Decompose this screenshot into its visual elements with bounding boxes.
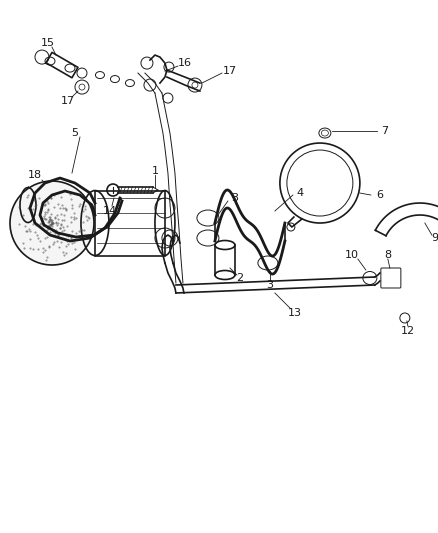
- Text: 7: 7: [381, 126, 389, 136]
- Text: 1: 1: [152, 166, 159, 176]
- Text: 12: 12: [401, 326, 415, 336]
- Text: 18: 18: [28, 170, 42, 180]
- Text: 2: 2: [237, 273, 244, 283]
- Text: 3: 3: [266, 280, 273, 290]
- Bar: [95, 190, 165, 255]
- Text: 4: 4: [297, 188, 304, 198]
- Text: 6: 6: [376, 190, 383, 200]
- Text: 17: 17: [61, 96, 75, 106]
- Text: 5: 5: [71, 128, 78, 138]
- Text: 16: 16: [178, 58, 192, 68]
- Text: 17: 17: [223, 66, 237, 76]
- Text: 8: 8: [384, 250, 392, 260]
- Text: 10: 10: [345, 250, 359, 260]
- Text: 9: 9: [431, 233, 438, 243]
- Text: 14: 14: [103, 206, 117, 216]
- Text: 13: 13: [288, 308, 302, 318]
- Text: 15: 15: [41, 38, 55, 48]
- Circle shape: [10, 181, 94, 265]
- Text: 3: 3: [231, 193, 238, 203]
